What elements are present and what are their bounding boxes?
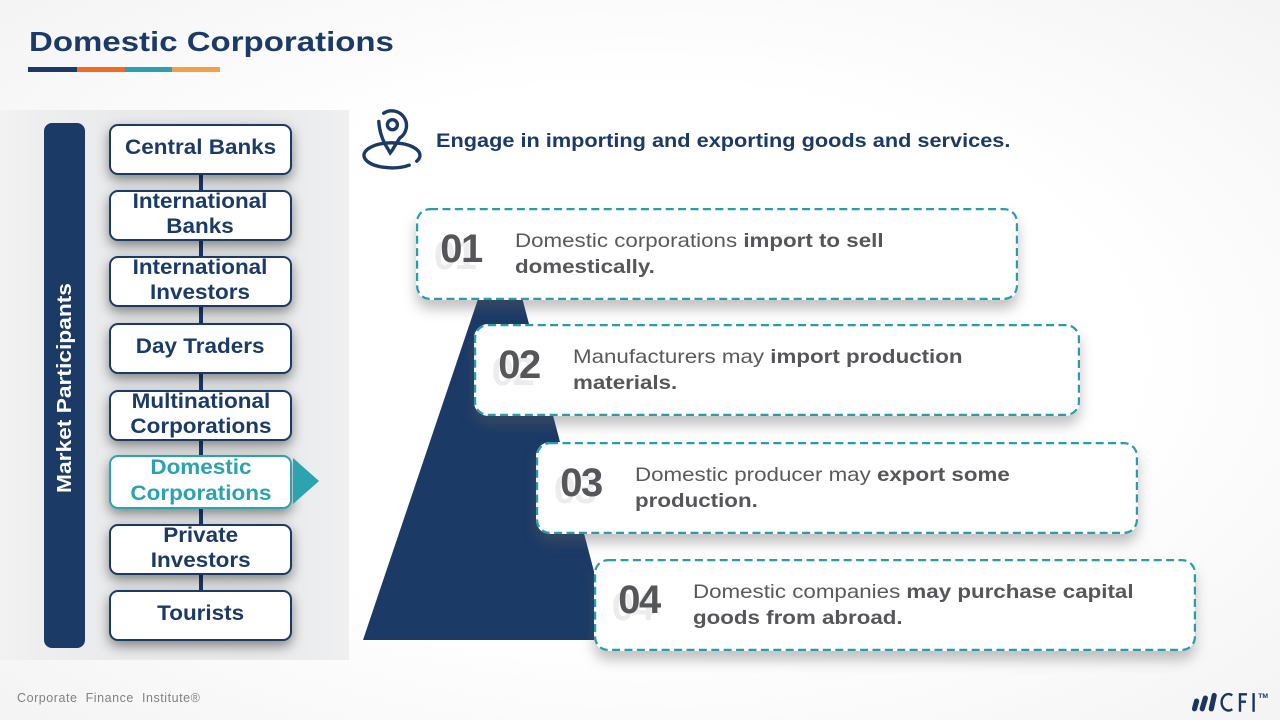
svg-text:TM: TM	[1258, 693, 1268, 700]
